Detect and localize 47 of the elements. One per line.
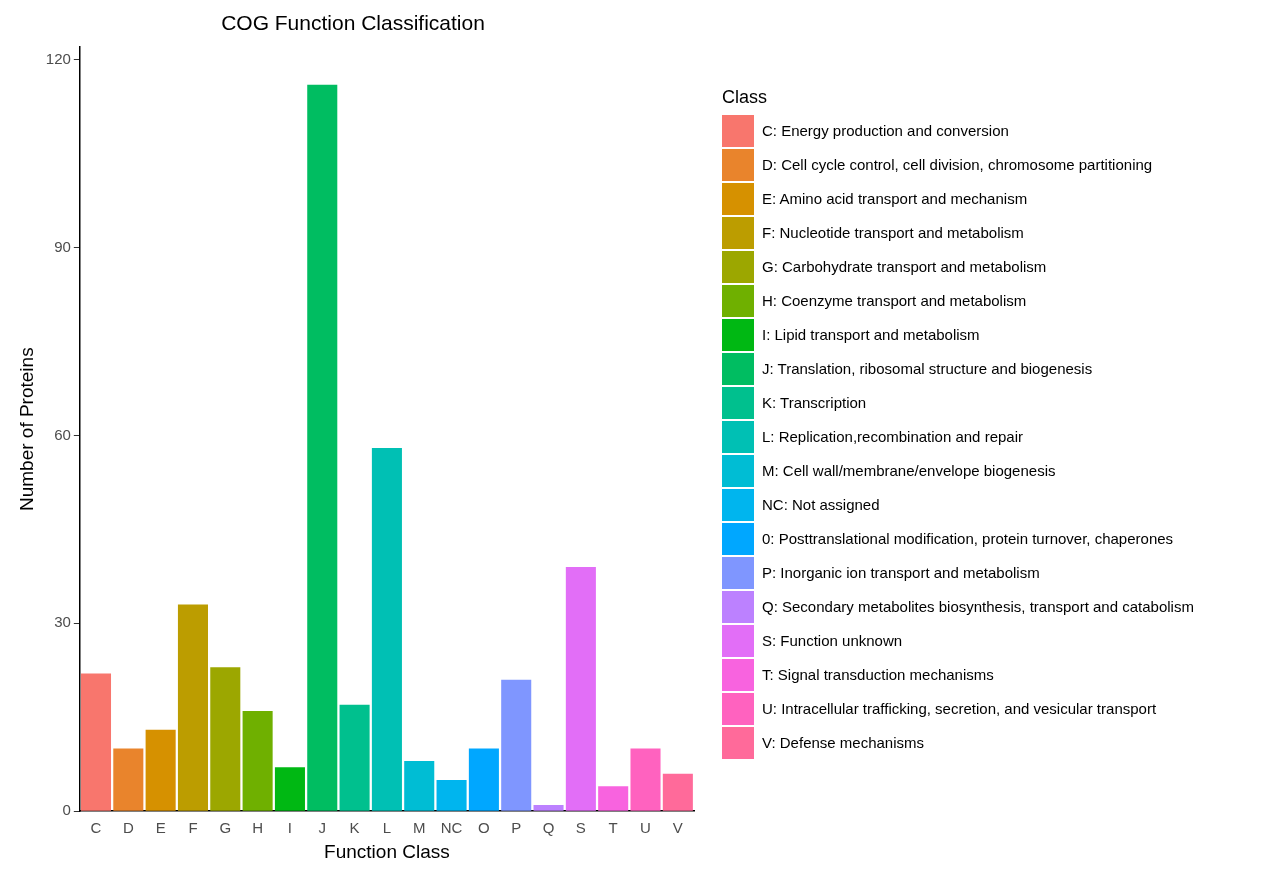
legend-label: E: Amino acid transport and mechanism (762, 190, 1028, 207)
legend-label: C: Energy production and conversion (762, 122, 1009, 139)
x-tick-label: L (382, 819, 392, 837)
y-tick-label: 120 (45, 49, 71, 67)
chart-title: COG Function Classification (221, 11, 485, 35)
x-tick-label: K (349, 819, 360, 837)
y-tick-label: 90 (54, 237, 71, 255)
y-tick-label: 0 (62, 801, 71, 819)
y-tick-label: 30 (54, 613, 71, 631)
x-axis-title: Function Class (324, 840, 450, 862)
legend-label: V: Defense mechanisms (762, 734, 925, 751)
legend-label: K: Transcription (762, 394, 867, 411)
legend-label: T: Signal transduction mechanisms (762, 666, 994, 683)
legend-label: D: Cell cycle control, cell division, chromosome partitioning (762, 156, 1153, 173)
legend-label: H: Coenzyme transport and metabolism (762, 292, 1027, 309)
x-tick-label: H (252, 819, 264, 837)
legend-label: G: Carbohydrate transport and metabolism (762, 258, 1047, 275)
x-tick-label: G (219, 819, 232, 837)
legend-label: J: Translation, ribosomal structure and biogenesis (762, 360, 1093, 377)
legend-label: L: Replication,recombination and repair (762, 428, 1023, 445)
x-tick-label: S (575, 819, 586, 837)
y-axis-title: Number of Proteins (15, 347, 37, 512)
legend-label: Q: Secondary metabolites biosynthesis, transport and catabolism (762, 598, 1194, 615)
x-tick-label: J (318, 819, 327, 837)
x-tick-label: V (672, 819, 683, 837)
legend-label: P: Inorganic ion transport and metabolism (762, 564, 1040, 581)
x-tick-label: E (155, 819, 166, 837)
legend-label: NC: Not assigned (762, 496, 880, 513)
legend-label: I: Lipid transport and metabolism (762, 326, 980, 343)
x-tick-label: F (188, 819, 198, 837)
x-tick-label: O (478, 819, 490, 837)
legend-label: U: Intracellular trafficking, secretion, and vesicular transport (762, 700, 1157, 717)
x-tick-label: P (511, 819, 522, 837)
y-tick-label: 60 (54, 425, 71, 443)
legend-title: Class (722, 86, 768, 108)
x-tick-label: C (90, 819, 102, 837)
legend-label: M: Cell wall/membrane/envelope biogenesis (762, 462, 1056, 479)
x-tick-label: NC (440, 819, 463, 837)
x-tick-label: I (287, 819, 293, 837)
x-tick-label: D (122, 819, 134, 837)
legend-label: 0: Posttranslational modification, protein turnover, chaperones (762, 530, 1174, 547)
legend-label: F: Nucleotide transport and metabolism (762, 224, 1024, 241)
x-tick-label: U (640, 819, 651, 837)
x-tick-label: Q (542, 819, 555, 837)
legend-label: S: Function unknown (762, 632, 903, 649)
x-tick-label: T (608, 819, 618, 837)
x-tick-label: M (412, 819, 426, 837)
